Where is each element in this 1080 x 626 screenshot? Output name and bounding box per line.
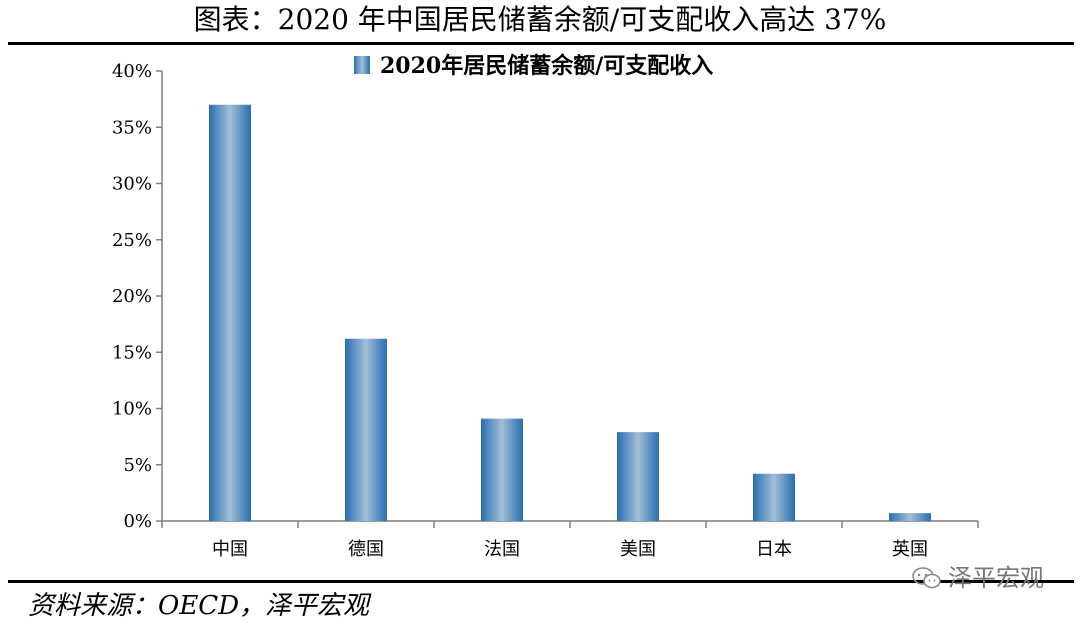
y-tick-label: 40% (112, 61, 152, 82)
bar-series (209, 104, 931, 521)
source-note: 资料来源：OECD，泽平宏观 (28, 591, 370, 621)
y-tick-label: 20% (112, 286, 152, 307)
y-tick-label: 35% (112, 117, 152, 138)
bar-chart: 2020年居民储蓄余额/可支配收入 0% 5% 10% 15% 20% 25% 30% 35%… (112, 53, 979, 560)
bar (617, 432, 659, 521)
x-axis: 中国 德国 法国 美国 日本 英国 (161, 520, 979, 560)
chart-legend: 2020年居民储蓄余额/可支配收入 (354, 53, 713, 79)
x-tick-label: 美国 (620, 539, 656, 560)
bar (481, 418, 523, 521)
top-rule (8, 42, 1074, 45)
legend-swatch (354, 56, 370, 74)
bar (889, 513, 931, 521)
y-tick-label: 10% (112, 399, 152, 420)
y-tick-label: 0% (123, 511, 152, 532)
x-tick-label: 德国 (348, 539, 384, 560)
watermark-text: 泽平宏观 (948, 564, 1044, 592)
bar (209, 104, 251, 521)
chart-title: 图表：2020 年中国居民储蓄余额/可支配收入高达 37% (193, 3, 887, 36)
legend-label: 2020年居民储蓄余额/可支配收入 (380, 53, 713, 79)
chat-bubble-icon (912, 567, 941, 589)
bottom-rule (8, 580, 1074, 583)
bar (753, 473, 795, 521)
y-axis: 0% 5% 10% 15% 20% 25% 30% 35% 40% (112, 61, 163, 532)
bar (345, 338, 387, 521)
y-tick-label: 25% (112, 230, 152, 251)
y-tick-label: 15% (112, 342, 152, 363)
watermark: 泽平宏观 (912, 558, 1044, 598)
x-tick-label: 法国 (484, 539, 520, 560)
x-tick-label: 日本 (756, 539, 792, 560)
x-tick-label: 英国 (892, 539, 928, 560)
x-tick-label: 中国 (212, 539, 248, 560)
y-tick-label: 30% (112, 174, 152, 195)
y-tick-label: 5% (123, 455, 152, 476)
